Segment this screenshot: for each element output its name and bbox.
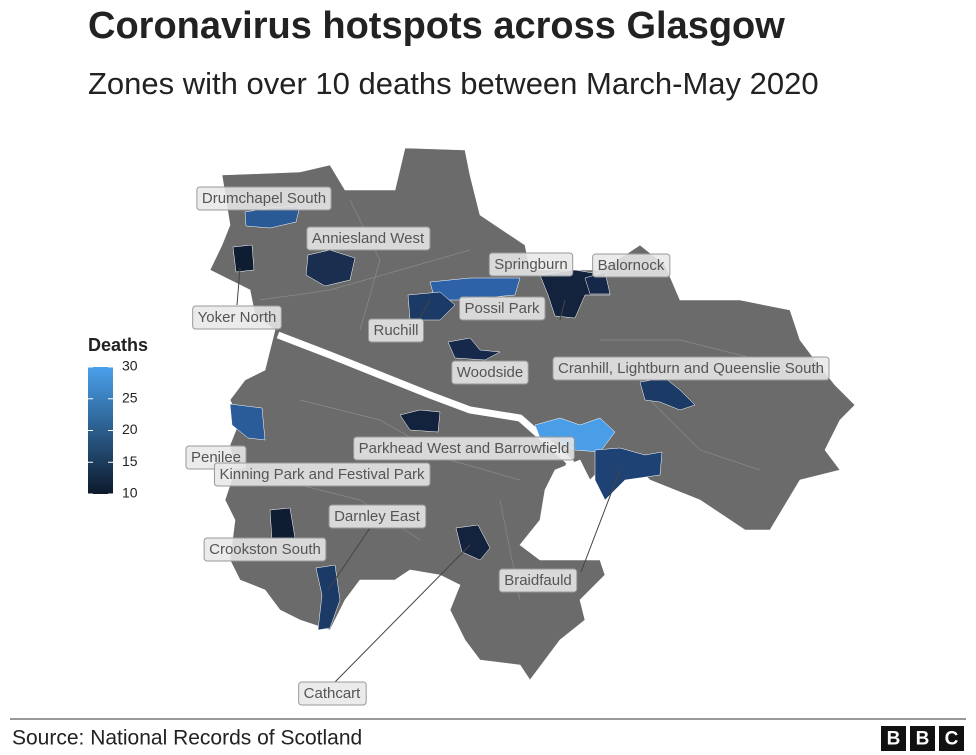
label-box [353, 436, 575, 461]
legend-tick-label: 30 [122, 358, 138, 374]
zone-label: Braidfauld [504, 572, 572, 589]
zone-label: Yoker North [198, 309, 277, 326]
city-area [209, 147, 856, 681]
logo-letter: B [887, 729, 901, 750]
leader-lines [236, 267, 621, 683]
zone-label: Crookston South [209, 541, 321, 558]
zone-label: Parkhead West and Barrowfield [359, 440, 570, 457]
zone-label: Drumchapel South [202, 190, 326, 207]
label-box [192, 305, 282, 330]
zone [407, 291, 456, 321]
zone-label: Penilee [191, 449, 241, 466]
logo-box [939, 726, 964, 751]
legend-tick-label: 10 [122, 485, 138, 501]
zone-label: Ruchill [373, 322, 418, 339]
legend-tick-label: 20 [122, 421, 138, 437]
logo-box [881, 726, 906, 751]
label-box [328, 504, 427, 529]
label-box [498, 568, 578, 593]
label-box [203, 537, 327, 562]
legend-title: Deaths [88, 335, 148, 355]
zone-label: Possil Park [464, 300, 540, 317]
zone [399, 409, 441, 433]
label-box [488, 252, 574, 277]
zone-label: Cranhill, Lightburn and Queenslie South [558, 360, 824, 377]
zone-label: Kinning Park and Festival Park [219, 466, 425, 483]
logo-letter: B [916, 729, 930, 750]
legend-tick-label: 25 [122, 389, 138, 405]
legend-tick-label: 15 [122, 453, 138, 469]
label-box [306, 226, 431, 251]
zone-label: Balornock [598, 257, 665, 274]
label-box [592, 253, 671, 278]
label-box [213, 462, 431, 487]
logo-letter: C [945, 729, 959, 750]
source: Source: National Records of Scotland [12, 727, 362, 750]
zone [232, 244, 255, 273]
label-box [298, 681, 367, 706]
zone-label: Anniesland West [312, 230, 425, 247]
zone-label: Cathcart [304, 685, 362, 702]
label-box [367, 318, 425, 343]
label-box [458, 296, 546, 321]
zone-label: Woodside [457, 364, 523, 381]
label-box [552, 356, 830, 381]
subtitle: Zones with over 10 deaths between March-… [88, 66, 819, 101]
label-box [451, 360, 529, 385]
logo-box [910, 726, 935, 751]
zone-label: Springburn [494, 256, 567, 273]
label-box [196, 186, 332, 211]
zone [229, 403, 266, 441]
zone-label: Darnley East [334, 508, 421, 525]
title: Coronavirus hotspots across Glasgow [88, 5, 785, 47]
zone [447, 337, 501, 361]
zone [594, 447, 663, 501]
